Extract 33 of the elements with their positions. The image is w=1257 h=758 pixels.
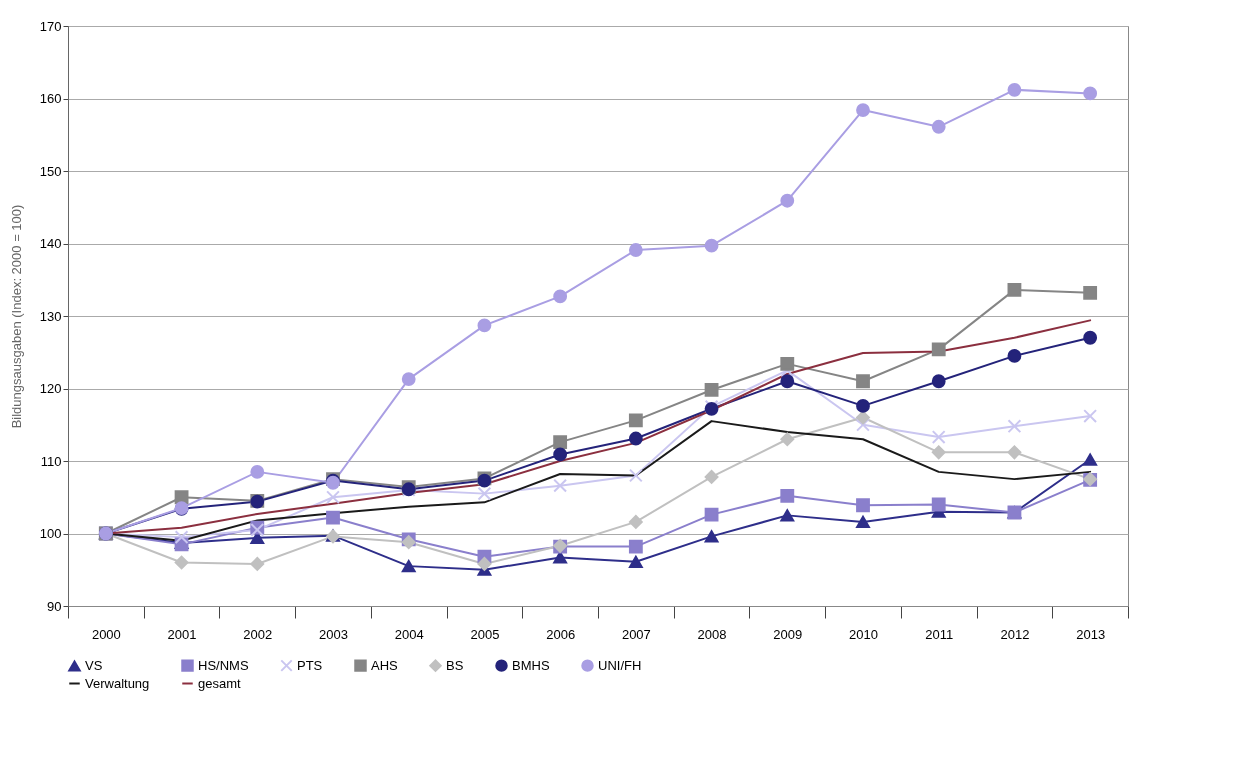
legend-label: HS/NMS — [198, 657, 249, 673]
x-tick-label: 2010 — [849, 626, 878, 642]
x-tick-label: 2006 — [546, 626, 576, 642]
x-tick-label: 2009 — [773, 626, 803, 642]
legend-label: gesamt — [198, 675, 242, 691]
y-tick-label: 90 — [47, 598, 62, 614]
x-tick-label: 2012 — [1000, 626, 1030, 642]
x-tick-label: 2004 — [394, 626, 424, 642]
y-tick-label: 100 — [39, 526, 62, 541]
y-tick-label: 140 — [39, 236, 62, 251]
x-tick-label: 2007 — [621, 626, 651, 642]
y-tick-label: 150 — [39, 163, 62, 179]
legend-label: Verwaltung — [85, 675, 150, 691]
x-tick-label: 2001 — [167, 626, 197, 642]
legend-label: BS — [446, 657, 464, 673]
y-tick-label: 170 — [39, 18, 62, 34]
y-tick-label: 120 — [39, 381, 62, 396]
legend-label: VS — [85, 657, 103, 673]
x-tick-label: 2002 — [243, 626, 273, 642]
legend-label: UNI/FH — [598, 657, 642, 673]
legend-label: PTS — [297, 657, 323, 673]
y-tick-label: 110 — [40, 453, 62, 469]
x-tick-label: 2000 — [91, 626, 121, 642]
y-tick-label: 160 — [39, 91, 62, 106]
x-tick-label: 2003 — [319, 626, 348, 642]
x-tick-label: 2008 — [697, 626, 727, 642]
x-tick-label: 2005 — [470, 626, 500, 642]
x-tick-label: 2013 — [1076, 626, 1106, 642]
legend-label: BMHS — [512, 657, 550, 673]
legend-label: AHS — [371, 657, 399, 673]
y-axis-title: Bildungsausgaben (Index: 2000 = 100) — [8, 204, 24, 429]
x-tick-label: 2011 — [925, 626, 954, 642]
y-tick-label: 130 — [39, 308, 62, 324]
